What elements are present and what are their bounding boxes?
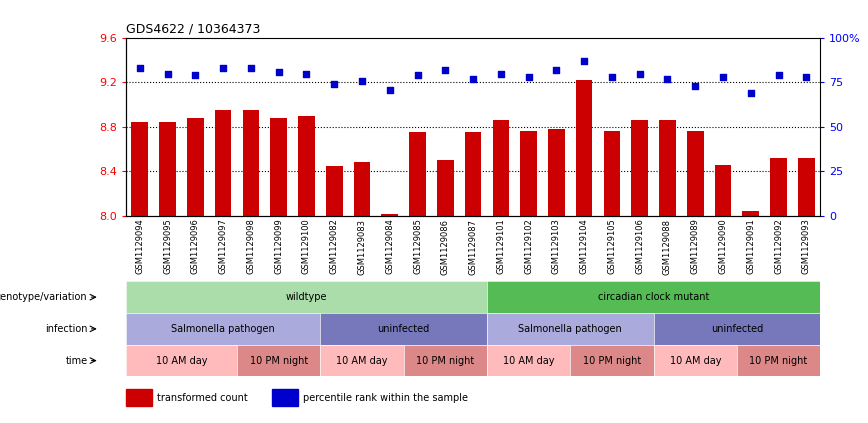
Bar: [298, 116, 315, 216]
Bar: [131, 123, 148, 216]
Bar: [492, 120, 510, 216]
Bar: [548, 129, 565, 216]
Text: circadian clock mutant: circadian clock mutant: [598, 292, 709, 302]
Point: [216, 65, 230, 71]
Bar: [214, 110, 232, 216]
Text: 10 AM day: 10 AM day: [336, 356, 388, 365]
Point: [494, 70, 508, 77]
Text: genotype/variation: genotype/variation: [0, 292, 88, 302]
Bar: [687, 132, 704, 216]
Bar: [409, 132, 426, 216]
Text: 10 AM day: 10 AM day: [155, 356, 207, 365]
Bar: [126, 389, 152, 406]
Bar: [437, 160, 454, 216]
Text: time: time: [65, 356, 88, 365]
Text: 10 PM night: 10 PM night: [749, 356, 808, 365]
Point: [716, 74, 730, 80]
Bar: [714, 165, 732, 216]
Bar: [187, 118, 204, 216]
Point: [161, 70, 174, 77]
Point: [133, 65, 147, 71]
Bar: [603, 132, 621, 216]
Text: infection: infection: [45, 324, 88, 334]
Bar: [464, 132, 482, 216]
Point: [633, 70, 647, 77]
Bar: [242, 110, 260, 216]
Text: wildtype: wildtype: [286, 292, 327, 302]
Point: [799, 74, 813, 80]
Point: [577, 58, 591, 65]
Text: transformed count: transformed count: [157, 393, 248, 403]
Point: [244, 65, 258, 71]
Text: GDS4622 / 10364373: GDS4622 / 10364373: [126, 22, 260, 36]
Point: [688, 82, 702, 89]
Bar: [159, 123, 176, 216]
Text: uninfected: uninfected: [711, 324, 763, 334]
Bar: [272, 389, 298, 406]
Bar: [270, 118, 287, 216]
Bar: [353, 162, 371, 216]
Point: [605, 74, 619, 80]
Bar: [659, 120, 676, 216]
Point: [466, 76, 480, 82]
Point: [661, 76, 674, 82]
Text: Salmonella pathogen: Salmonella pathogen: [518, 324, 622, 334]
Point: [411, 72, 424, 79]
Point: [299, 70, 313, 77]
Point: [772, 72, 786, 79]
Point: [383, 86, 397, 93]
Text: 10 PM night: 10 PM night: [416, 356, 475, 365]
Point: [549, 67, 563, 74]
Text: percentile rank within the sample: percentile rank within the sample: [303, 393, 468, 403]
Text: 10 AM day: 10 AM day: [669, 356, 721, 365]
Bar: [520, 132, 537, 216]
Text: 10 PM night: 10 PM night: [582, 356, 641, 365]
Bar: [631, 120, 648, 216]
Point: [522, 74, 536, 80]
Bar: [798, 158, 815, 216]
Text: uninfected: uninfected: [378, 324, 430, 334]
Bar: [742, 212, 760, 216]
Point: [272, 69, 286, 75]
Bar: [770, 158, 787, 216]
Point: [744, 90, 758, 96]
Bar: [326, 166, 343, 216]
Bar: [381, 214, 398, 216]
Text: 10 PM night: 10 PM night: [249, 356, 308, 365]
Point: [438, 67, 452, 74]
Text: Salmonella pathogen: Salmonella pathogen: [171, 324, 275, 334]
Point: [327, 81, 341, 88]
Bar: [575, 80, 593, 216]
Text: 10 AM day: 10 AM day: [503, 356, 555, 365]
Point: [355, 77, 369, 84]
Point: [188, 72, 202, 79]
